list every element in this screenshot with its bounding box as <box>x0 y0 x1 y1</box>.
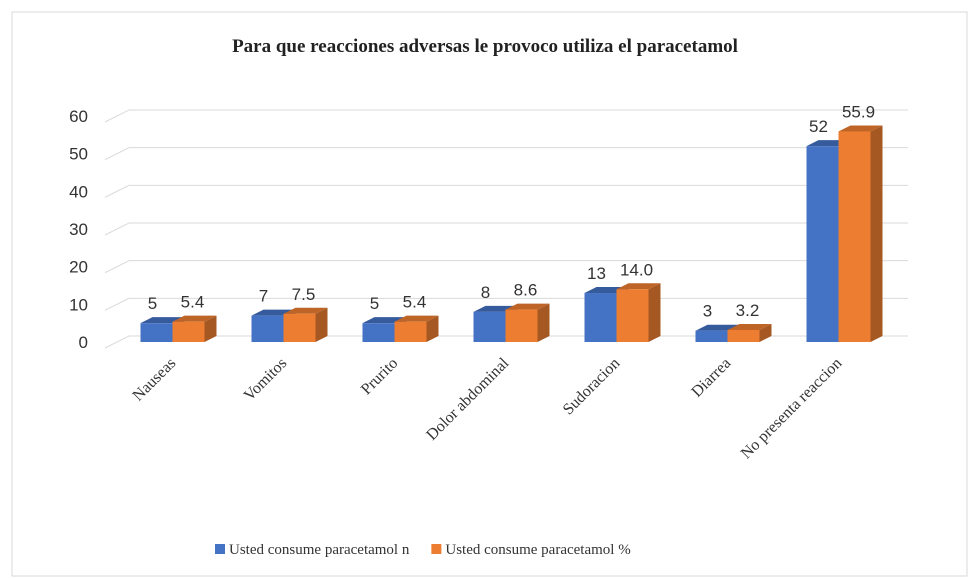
legend-label: Usted consume paracetamol % <box>445 542 630 558</box>
value-label: 5 <box>370 294 379 313</box>
bar-top <box>394 315 439 322</box>
bar-side <box>870 125 883 343</box>
bar <box>806 146 839 342</box>
bar <box>251 315 284 342</box>
value-label: 7 <box>259 287 268 306</box>
y-tick-label: 40 <box>69 182 88 201</box>
grid-line <box>104 260 908 274</box>
value-label: 7.5 <box>292 285 316 304</box>
value-label: 5.4 <box>403 293 427 312</box>
y-tick-label: 60 <box>69 107 88 126</box>
bar-top <box>838 125 883 132</box>
legend-swatch <box>431 544 442 554</box>
bar <box>727 329 760 342</box>
grid-line <box>104 184 908 198</box>
value-label: 3.2 <box>736 301 760 320</box>
bar-top <box>616 283 661 290</box>
bar-top <box>727 323 772 330</box>
bar <box>283 313 316 342</box>
value-label: 8 <box>481 283 490 302</box>
bar <box>505 309 538 342</box>
bar-side <box>648 283 661 342</box>
y-tick-label: 20 <box>69 258 88 277</box>
bar-top <box>505 303 550 310</box>
grid-line <box>104 109 908 123</box>
value-label: 8.6 <box>514 281 538 300</box>
grid-line <box>104 222 908 236</box>
value-label: 52 <box>809 117 828 136</box>
value-label: 3 <box>703 302 712 321</box>
bar-top <box>283 307 328 314</box>
bar <box>584 293 617 342</box>
y-tick-label: 30 <box>69 220 88 239</box>
bar <box>838 131 871 342</box>
grid-line <box>104 147 908 161</box>
bar-side <box>315 307 328 342</box>
bar-side <box>204 315 217 342</box>
value-label: 5 <box>148 294 157 313</box>
chart-title: Para que reacciones adversas le provoco … <box>232 36 738 57</box>
bar <box>394 321 427 342</box>
value-label: 13 <box>587 264 606 283</box>
bar-top <box>172 315 217 322</box>
legend-label: Usted consume paracetamol n <box>229 542 410 558</box>
bar-top <box>695 324 740 331</box>
y-tick-label: 50 <box>69 145 88 164</box>
bar-side <box>759 323 772 342</box>
value-label: 5.4 <box>181 293 205 312</box>
bar <box>695 330 728 342</box>
legend-swatch <box>215 544 225 554</box>
bar <box>473 311 506 342</box>
bar-side <box>537 303 550 342</box>
bar <box>616 289 649 342</box>
y-tick-label: 0 <box>79 333 88 352</box>
value-label: 14.0 <box>620 260 653 279</box>
bar <box>140 323 173 342</box>
value-label: 55.9 <box>842 102 875 121</box>
y-tick-label: 10 <box>69 295 88 314</box>
bar <box>362 323 395 342</box>
bar-side <box>426 315 439 342</box>
bar <box>172 321 205 342</box>
